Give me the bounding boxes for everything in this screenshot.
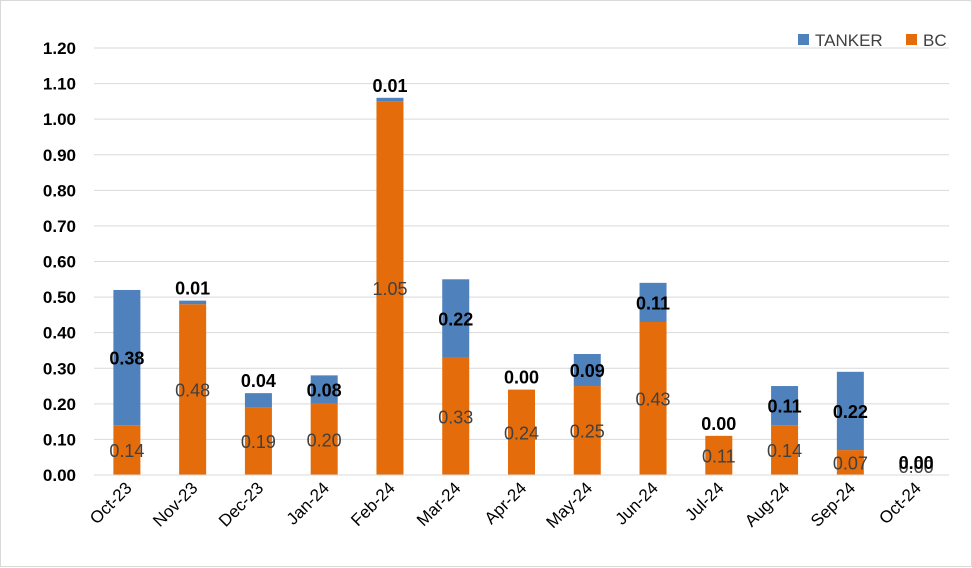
data-label-tanker: 0.22 <box>833 402 868 422</box>
bar-tanker <box>179 300 207 305</box>
bar-bc <box>836 450 864 475</box>
y-tick-label: 0.20 <box>43 395 76 414</box>
data-label-bc: 1.05 <box>372 279 407 299</box>
x-tick-label: Dec-23 <box>215 478 267 530</box>
y-tick-label: 0.70 <box>43 217 76 236</box>
x-tick-label: Sep-24 <box>807 478 859 530</box>
x-tick-label: Jan-24 <box>283 478 333 528</box>
y-tick-label: 0.80 <box>43 181 76 200</box>
x-tick-label: Jun-24 <box>612 478 662 528</box>
x-tick-label: Feb-24 <box>347 478 399 530</box>
y-tick-label: 0.10 <box>43 430 76 449</box>
legend-swatch-bc <box>906 34 917 45</box>
data-label-tanker: 0.08 <box>307 381 342 401</box>
data-label-tanker: 0.09 <box>570 361 605 381</box>
data-label-tanker: 0.00 <box>701 414 736 434</box>
data-label-tanker: 0.01 <box>175 279 210 299</box>
bars <box>113 97 864 475</box>
y-tick-label: 0.00 <box>43 466 76 485</box>
data-label-bc: 0.48 <box>175 381 210 401</box>
data-label-tanker: 0.11 <box>768 397 802 417</box>
data-label-bc: 0.33 <box>438 407 473 427</box>
data-label-bc: 0.19 <box>241 432 276 452</box>
x-axis: Oct-23 Nov-23 Dec-23 Jan-24 Feb-24 Mar-24 Apr-… <box>86 474 949 532</box>
bar-bc <box>113 425 141 475</box>
bar-bc <box>771 425 799 475</box>
x-tick-label: Nov-23 <box>149 478 201 530</box>
bar-bc <box>508 389 535 475</box>
legend: TANKER BC <box>798 31 947 50</box>
data-label-tanker: 0.04 <box>241 371 276 391</box>
bar-tanker <box>442 279 470 358</box>
x-tick-label: Apr-24 <box>481 478 531 528</box>
bar-tanker <box>244 393 272 408</box>
x-tick-label: Aug-24 <box>741 478 793 530</box>
bar-tanker <box>113 289 141 426</box>
x-tick-label: Mar-24 <box>413 478 465 530</box>
bar-tanker <box>573 354 601 387</box>
y-tick-label: 0.40 <box>43 324 76 343</box>
y-tick-label: 0.30 <box>43 359 76 378</box>
x-tick-label: May-24 <box>543 478 597 532</box>
data-label-bc: 0.25 <box>570 422 605 442</box>
data-label-bc: 0.20 <box>307 430 342 450</box>
gridlines <box>94 47 949 440</box>
data-label-tanker: 0.11 <box>636 293 670 313</box>
data-label-tanker: 0.38 <box>109 349 144 369</box>
data-label-tanker: 0.22 <box>438 309 473 329</box>
data-label-bc: 0.11 <box>702 446 736 466</box>
y-tick-label: 1.10 <box>43 75 76 94</box>
bar-bc <box>705 435 733 475</box>
data-label-tanker: 0.00 <box>899 453 934 473</box>
bar-bc <box>639 321 667 475</box>
y-tick-label: 1.00 <box>43 110 76 129</box>
bar-bc <box>244 407 272 475</box>
bar-tanker <box>639 282 667 322</box>
y-tick-label: 0.90 <box>43 146 76 165</box>
data-label-bc: 0.14 <box>109 441 144 461</box>
bar-bc <box>179 304 207 475</box>
x-tick-label: Oct-24 <box>875 478 925 528</box>
bar-bc <box>442 357 470 475</box>
bar-tanker <box>836 371 864 451</box>
legend-swatch-tanker <box>798 34 809 45</box>
bar-tanker <box>771 386 799 426</box>
data-label-tanker: 0.00 <box>504 368 539 388</box>
bar-tanker <box>376 97 404 102</box>
y-tick-label: 0.50 <box>43 288 76 307</box>
y-axis: 0.00 0.10 0.20 0.30 0.40 0.50 0.60 0.70 0.80 0.90… <box>43 39 76 485</box>
data-labels: 0.14 0.38 0.48 0.01 0.19 0.04 0.20 0.08 1.05 0.01… <box>109 76 933 477</box>
data-label-tanker: 0.01 <box>372 76 407 96</box>
y-tick-label: 1.20 <box>43 39 76 58</box>
bar-bc <box>310 403 338 475</box>
data-label-bc: 0.24 <box>504 423 539 443</box>
data-label-bc: 0.14 <box>767 441 802 461</box>
data-label-bc: 0.07 <box>833 454 868 474</box>
legend-label-tanker: TANKER <box>815 31 883 50</box>
x-tick-label: Jul-24 <box>681 478 727 524</box>
x-tick-label: Oct-23 <box>86 478 136 528</box>
legend-label-bc: BC <box>923 31 947 50</box>
data-label-bc: 0.00 <box>899 457 934 477</box>
bar-bc <box>573 386 601 475</box>
y-tick-label: 0.60 <box>43 253 76 272</box>
data-label-bc: 0.43 <box>636 389 671 409</box>
bar-tanker <box>310 375 338 404</box>
bar-bc <box>376 101 404 475</box>
